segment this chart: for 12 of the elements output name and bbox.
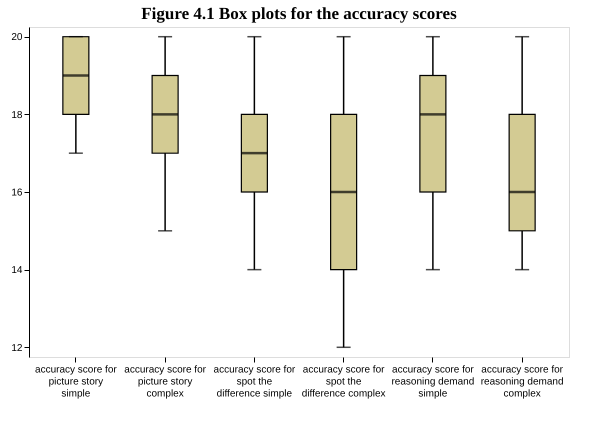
x-tick-label: accuracy score for reasoning demand complex <box>480 364 564 400</box>
x-tick-label: accuracy score for reasoning demand simple <box>391 364 474 400</box>
y-tick-label: 20 <box>11 32 23 44</box>
chart-title: Figure 4.1 Box plots for the accuracy scores <box>141 4 458 23</box>
y-tick-label: 12 <box>11 342 23 354</box>
y-tick-label: 18 <box>11 110 23 121</box>
y-tick-label: 16 <box>11 188 23 198</box>
x-tick-label: accuracy score for picture story simple <box>35 364 118 400</box>
x-tick-label: accuracy score for spot the difference complex <box>302 364 386 400</box>
x-tick-label: accuracy score for picture story complex <box>124 364 207 400</box>
y-tick-label: 14 <box>11 265 23 276</box>
x-tick-label: accuracy score for spot the difference simple <box>214 364 296 400</box>
